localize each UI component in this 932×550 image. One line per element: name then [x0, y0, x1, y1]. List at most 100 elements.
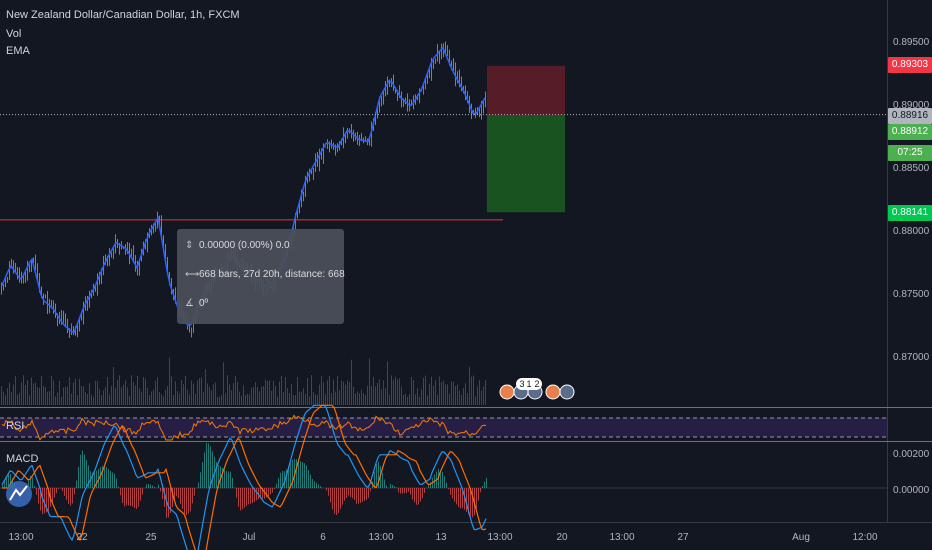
macd-histogram-bar: [176, 488, 177, 497]
macd-histogram-bar: [312, 478, 313, 488]
event-badge-icon[interactable]: [499, 384, 515, 400]
macd-histogram-bar: [266, 488, 267, 498]
volume-bar: [5, 395, 6, 405]
vol-indicator-label[interactable]: Vol: [6, 28, 22, 40]
volume-bar: [367, 385, 368, 405]
signal-line: [2, 404, 487, 550]
volume-bar: [85, 391, 86, 405]
volume-bar: [75, 378, 76, 405]
volume-bar: [415, 394, 416, 405]
volume-bar: [191, 380, 192, 405]
macd-histogram-bar: [2, 484, 3, 488]
macd-plot: [1, 404, 487, 550]
macd-histogram-bar: [396, 487, 397, 488]
volume-bar: [179, 393, 180, 405]
volume-bar: [61, 396, 62, 405]
volume-bar: [267, 380, 268, 405]
macd-histogram-bar: [336, 488, 337, 515]
volume-bar: [19, 392, 20, 405]
volume-bar: [265, 379, 266, 405]
volume-bar: [129, 395, 130, 405]
volume-bar: [77, 395, 78, 405]
macd-histogram-bar: [116, 478, 117, 488]
macd-histogram-bar: [422, 488, 423, 498]
take-profit-zone: [487, 115, 565, 213]
volume-bar: [465, 383, 466, 405]
volume-bar: [453, 381, 454, 405]
volume-bar: [481, 390, 482, 405]
rsi-indicator-label[interactable]: RSI: [6, 420, 25, 432]
volume-bar: [351, 359, 352, 405]
macd-histogram-bar: [456, 488, 457, 505]
symbol-title[interactable]: New Zealand Dollar/Canadian Dollar, 1h, …: [6, 9, 240, 21]
rsi-line: [1, 414, 487, 441]
macd-indicator-label[interactable]: MACD: [6, 453, 39, 465]
macd-histogram-bar: [316, 482, 317, 488]
macd-histogram-bar: [478, 488, 479, 501]
macd-histogram-bar: [232, 477, 233, 488]
volume-bar: [391, 375, 392, 405]
volume-bar: [397, 379, 398, 405]
macd-histogram-bar: [108, 468, 109, 488]
volume-bar: [59, 380, 60, 405]
price-tick-label: 0.87000: [893, 352, 930, 363]
position-tool[interactable]: [487, 65, 565, 213]
event-badges[interactable]: 3 1 2: [499, 378, 575, 400]
volume-bar: [479, 380, 480, 405]
volume-bar: [145, 378, 146, 405]
entry-price-tag: 0.88912: [888, 124, 932, 140]
event-count-3: 2: [534, 379, 539, 389]
macd-histogram-bar: [414, 488, 415, 503]
time-tick-label: 13:00: [487, 532, 512, 543]
macd-histogram-bar: [332, 488, 333, 510]
macd-histogram-bar: [86, 459, 87, 488]
volume-bar: [53, 380, 54, 405]
price-axis-ticks: 0.89500 0.89000 0.88500 0.88000 0.87500 0.870…: [893, 37, 930, 363]
volume-bar: [317, 394, 318, 405]
macd-tick-label: 0.00200: [893, 449, 930, 460]
macd-histogram-bar: [476, 488, 477, 509]
event-count-badge[interactable]: [516, 378, 542, 390]
macd-histogram-bar: [376, 463, 377, 488]
macd-histogram-bar: [142, 488, 143, 495]
ema-indicator-label[interactable]: EMA: [6, 45, 30, 57]
volume-bar: [321, 376, 322, 405]
macd-histogram-bar: [94, 472, 95, 488]
volume-bar: [261, 386, 262, 405]
volume-bar: [189, 394, 190, 405]
macd-histogram-bar: [210, 446, 211, 488]
macd-histogram-bar: [306, 465, 307, 488]
macd-histogram-bar: [46, 488, 47, 513]
volume-bar: [121, 387, 122, 405]
volume-bar: [347, 380, 348, 405]
volume-bar: [33, 383, 34, 405]
macd-histogram-bar: [248, 488, 249, 505]
event-badge-icon[interactable]: [545, 384, 561, 400]
volume-bar: [287, 387, 288, 405]
macd-histogram-bar: [92, 472, 93, 488]
volume-bar: [97, 381, 98, 405]
volume-bar: [447, 384, 448, 405]
macd-histogram-bar: [338, 488, 339, 514]
macd-histogram-bar: [168, 488, 169, 518]
volume-bar: [99, 389, 100, 405]
macd-histogram-bar: [44, 488, 45, 514]
volume-bar: [231, 390, 232, 405]
macd-histogram-bar: [208, 443, 209, 488]
volume-bar: [227, 375, 228, 405]
event-badge-icon[interactable]: [559, 384, 575, 400]
macd-histogram-bar: [352, 488, 353, 499]
volume-bar: [335, 391, 336, 405]
macd-histogram-bar: [164, 488, 165, 507]
macd-histogram-bar: [420, 488, 421, 502]
volume-bar: [485, 380, 486, 405]
macd-histogram-bar: [286, 469, 287, 488]
macd-histogram-bar: [390, 483, 391, 488]
macd-histogram-bar: [174, 488, 175, 502]
macd-histogram-bar: [182, 488, 183, 509]
volume-bar: [185, 375, 186, 405]
macd-histogram-bar: [462, 488, 463, 509]
macd-histogram-bar: [30, 475, 31, 488]
